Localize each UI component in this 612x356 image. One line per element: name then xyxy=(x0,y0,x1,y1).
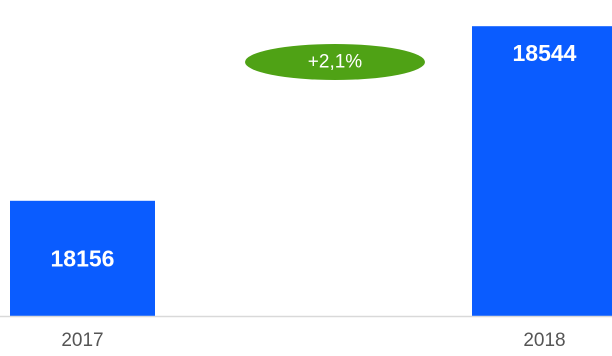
data-label-2017: 18156 xyxy=(51,245,115,271)
x-tick-label-2017: 2017 xyxy=(61,330,103,351)
change-badge-label: +2,1% xyxy=(308,52,363,73)
change-badge: +2,1% xyxy=(245,44,425,80)
x-ticks-group: 2017 2018 xyxy=(61,330,565,351)
bar-2017 xyxy=(10,200,155,316)
data-label-2018: 18544 xyxy=(513,40,577,66)
change-badge-shape xyxy=(245,44,425,80)
x-tick-label-2018: 2018 xyxy=(523,330,565,351)
bar-2018 xyxy=(472,26,612,316)
bars-group: 18156 18544 xyxy=(10,26,612,316)
